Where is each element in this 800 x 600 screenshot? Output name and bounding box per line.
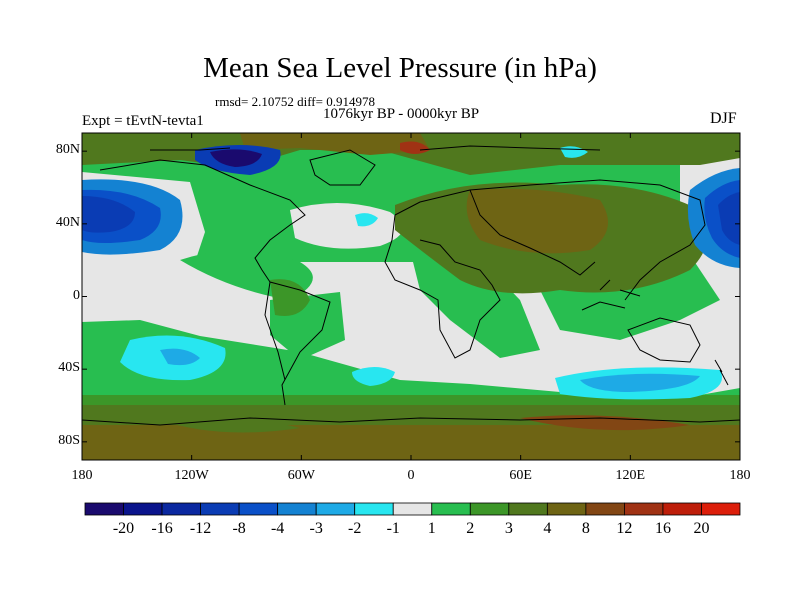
colorbar-label: 4 [543,520,552,537]
time-period-label: 1076kyr BP - 0000kyr BP [323,106,480,122]
colorbar-label: 16 [654,520,671,537]
lon-tick-label: 60E [509,468,532,483]
colorbar-label: 3 [504,520,513,537]
plot-title: Mean Sea Level Pressure (in hPa) [203,52,597,84]
lon-tick-label: 120E [615,468,646,483]
colorbar-swatch [354,502,394,516]
colorbar-label: -3 [309,520,323,537]
colorbar-swatch [392,502,433,516]
pressure-field [82,133,740,460]
lat-tick-label: 40N [55,214,80,230]
colorbar-swatch [277,502,317,516]
colorbar-swatch [200,502,240,516]
colorbar-swatch [546,502,587,516]
colorbar-swatch [315,502,356,516]
colorbar-label: -2 [348,520,362,537]
coastlines [82,145,740,426]
colorbar-label: 12 [616,520,633,537]
lat-tick-label: 40S [58,360,80,376]
lon-tick-label: 60W [287,468,315,483]
lat-tick-label: 80S [58,432,80,448]
rmsd-diff-stats: rmsd= 2.10752 diff= 0.914978 [215,94,375,109]
colorbar-label: -1 [386,520,400,537]
lon-tick-label: 120W [174,468,209,483]
colorbar-swatch [238,502,279,516]
colorbar-label: 1 [427,520,436,537]
colorbar [84,502,741,516]
lat-tick-label: 80N [55,142,80,158]
colorbar-label: -8 [232,520,246,537]
colorbar-swatch [431,502,471,516]
colorbar-swatch [508,502,548,516]
lat-tick-label: 0 [73,287,80,303]
colorbar-label: -16 [151,520,173,537]
lon-tick-label: 180 [71,468,93,483]
colorbar-label: 2 [466,520,475,537]
lon-tick-label: 180 [729,468,751,483]
colorbar-label: -12 [189,520,212,537]
colorbar-label: 20 [693,520,710,537]
colorbar-swatch [161,502,201,516]
season-label: DJF [710,110,737,127]
colorbar-swatch [624,502,664,516]
colorbar-swatch [469,502,510,516]
colorbar-swatch [84,502,124,516]
colorbar-label: -20 [112,520,135,537]
lon-tick-label: 0 [407,468,415,483]
colorbar-swatch [662,502,702,516]
colorbar-swatch [701,502,741,516]
colorbar-label: -4 [270,520,285,537]
colorbar-label: 8 [581,520,590,537]
experiment-label: Expt = tEvtN-tevta1 [82,113,204,129]
colorbar-swatch [123,502,163,516]
colorbar-swatch [585,502,625,516]
